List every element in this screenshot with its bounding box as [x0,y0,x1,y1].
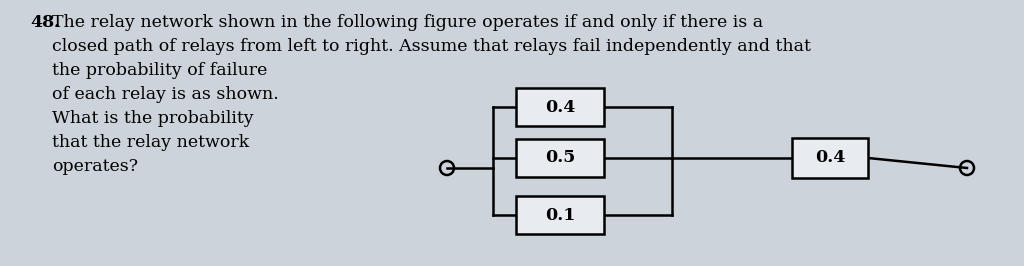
Text: 0.5: 0.5 [545,149,575,167]
Text: The relay network shown in the following figure operates if and only if there is: The relay network shown in the following… [52,14,763,31]
Text: that the relay network: that the relay network [52,134,249,151]
Text: 48.: 48. [30,14,60,31]
Bar [516,88,604,126]
Text: 0.4: 0.4 [545,98,575,115]
Text: of each relay is as shown.: of each relay is as shown. [52,86,279,103]
Bar [516,139,604,177]
Text: the probability of failure: the probability of failure [52,62,267,79]
Text: operates?: operates? [52,158,138,175]
Bar [516,196,604,234]
Text: 0.4: 0.4 [815,149,845,167]
Text: closed path of relays from left to right. Assume that relays fail independently : closed path of relays from left to right… [52,38,811,55]
Bar [792,138,868,178]
Text: What is the probability: What is the probability [52,110,254,127]
Text: 0.1: 0.1 [545,206,575,223]
